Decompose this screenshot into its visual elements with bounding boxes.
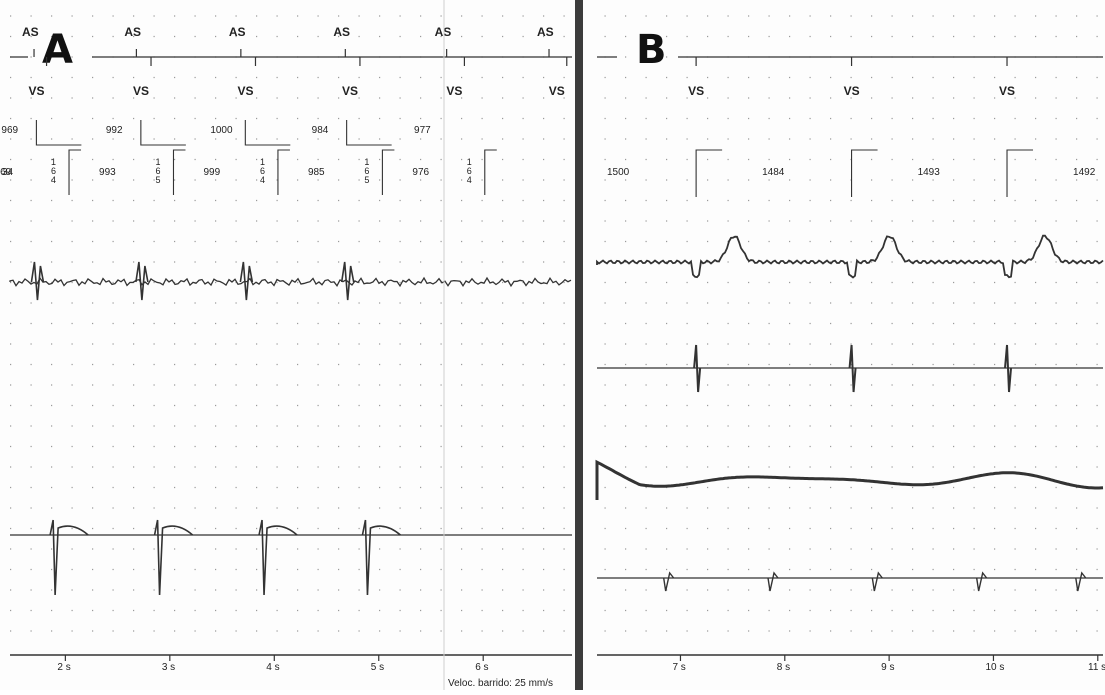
ventricular-egm-complex [49,519,89,596]
x-tick-label-b: 11 s [1088,662,1105,673]
trace-2-spike [1004,344,1013,393]
ventricular-interval-bracket [484,149,497,195]
av-delay-digit: 4 [51,175,56,185]
atrial-egm-complex [135,261,149,301]
grid-dots [10,15,1098,632]
atrial-marker-label: AS [124,25,141,39]
atrial-interval-value: 984 [312,125,329,136]
atrial-interval-value: 969 [1,125,18,136]
trace-2-spike [848,344,857,393]
ventricular-interval-value: 985 [308,167,325,178]
x-tick-label-a: 2 s [57,662,70,673]
atrial-marker-label: AS [22,25,39,39]
ventricular-interval-value: 969 [0,167,12,178]
x-tick-label-b: 9 s [881,662,894,673]
atrial-interval-bracket [346,120,392,146]
ventricular-marker-label: VS [133,84,149,98]
ventricular-egm-complex [258,519,298,596]
trace-4-deflection [662,571,675,592]
x-tick-label-b: 10 s [985,662,1004,673]
ventricular-marker-label: VS [237,84,253,98]
interval-bracket-b [851,149,878,197]
ventricular-egm-complex [153,519,194,596]
sweep-speed-label: Veloc. barrido: 25 mm/s [448,678,553,689]
atrial-interval-value: 992 [106,125,123,136]
ventricular-marker-label-b: VS [844,84,860,98]
trace-1-line [596,234,1104,279]
atrial-marker-label: AS [435,25,452,39]
x-tick-label-a: 5 s [371,662,384,673]
trace-4-deflection [767,571,779,592]
av-delay-digit: 1 [467,157,472,167]
ventricular-interval-bracket [381,149,395,195]
x-tick-label-b: 7 s [672,662,685,673]
panel-label-b: B [636,27,667,73]
av-delay-digit: 4 [467,175,472,185]
ventricular-interval-bracket [68,149,82,195]
atrial-egm-trace [9,276,572,288]
av-delay-digit: 1 [364,157,369,167]
av-delay-digit: 6 [155,166,160,176]
ventricular-marker-label: VS [29,84,45,98]
panel-divider [575,0,583,690]
av-delay-digit: 1 [155,157,160,167]
ventricular-interval-value: 993 [99,167,116,178]
trace-4-deflection [975,571,988,592]
av-delay-digit: 1 [51,157,56,167]
av-delay-digit: 6 [364,166,369,176]
ventricular-marker-label-b: VS [999,84,1015,98]
atrial-interval-bracket [140,120,186,146]
atrial-marker-label: AS [537,25,554,39]
panel-b: B VS VS VS 1500 1484 1493 1492 7 s 8 s 9 s 10 s 11 s [595,27,1105,673]
ventricular-interval-partial: 34 [2,167,14,178]
ventricular-interval-bracket [277,149,290,195]
interval-value-b: 1492 [1073,167,1096,178]
ventricular-marker-label: VS [549,84,565,98]
panel-label-a: A [42,27,73,73]
trace-3-line [595,459,1104,500]
ventricular-interval-bracket [172,149,186,195]
x-tick-label-a: 4 s [266,662,279,673]
ventricular-marker-label: VS [446,84,462,98]
av-delay-digit: 5 [155,175,160,185]
interval-value-b: 1493 [918,167,941,178]
trace-4-deflection [871,571,883,592]
interval-bracket-b [695,149,723,197]
atrial-interval-value: 977 [414,125,431,136]
interval-value-b: 1484 [762,167,785,178]
atrial-interval-value: 1000 [210,125,233,136]
x-tick-label-a: 6 s [475,662,488,673]
atrial-egm-complex [239,261,254,301]
av-delay-digit: 6 [51,166,56,176]
av-delay-digit: 5 [364,175,369,185]
ventricular-marker-label: VS [342,84,358,98]
interval-bracket-b [1006,149,1034,197]
x-tick-label-b: 8 s [777,662,790,673]
av-delay-digit: 6 [260,166,265,176]
atrial-interval-bracket [244,120,291,146]
dot-grid [10,15,1098,632]
trace-2-spike [693,344,702,393]
ventricular-interval-value: 976 [412,167,429,178]
av-delay-digit: 6 [467,166,472,176]
av-delay-digit: 4 [260,175,265,185]
atrial-marker-label: AS [229,25,246,39]
atrial-interval-bracket [35,120,82,146]
av-delay-digit: 1 [260,157,265,167]
interval-value-b-first: 1500 [607,167,630,178]
ventricular-interval-value: 999 [203,167,220,178]
atrial-marker-label: AS [333,25,350,39]
x-tick-label-a: 3 s [162,662,175,673]
atrial-egm-complex [340,261,355,301]
atrial-egm-complex [30,261,45,301]
ventricular-marker-label-b: VS [688,84,704,98]
ventricular-egm-complex [361,519,401,596]
trace-4-deflection [1075,571,1087,592]
